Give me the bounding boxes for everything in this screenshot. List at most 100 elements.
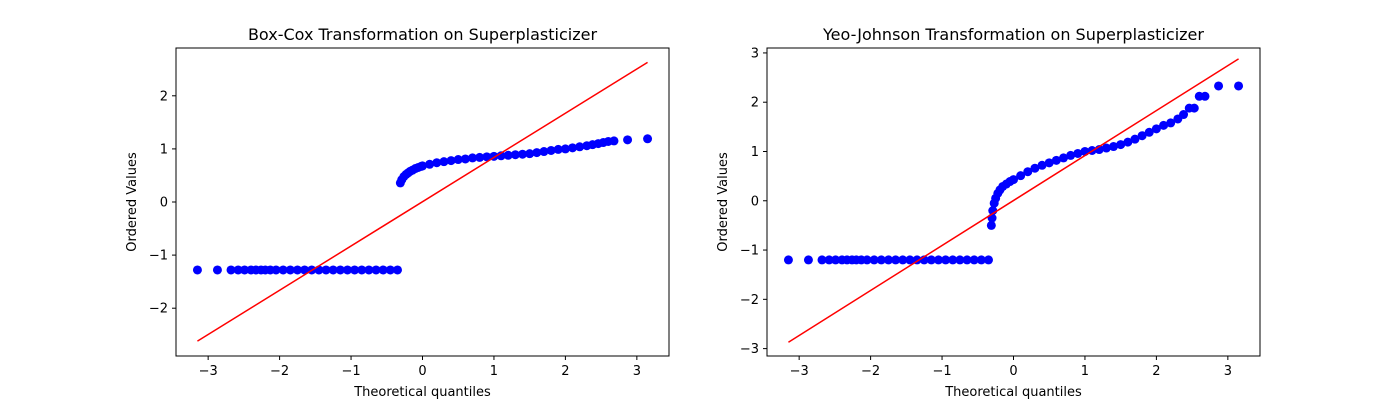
data-point (503, 150, 513, 160)
y-axis-label: Ordered Values (125, 152, 140, 252)
data-point (1151, 124, 1161, 134)
y-tick-label: 0 (160, 196, 168, 211)
data-point (1009, 175, 1018, 185)
data-point (1037, 160, 1047, 170)
data-point (986, 220, 996, 230)
data-point (425, 159, 435, 169)
data-point (643, 134, 653, 144)
x-tick-label: 0 (1009, 364, 1017, 379)
x-tick-label: −1 (932, 364, 951, 379)
data-point (468, 153, 478, 163)
x-tick-label: 1 (1081, 364, 1089, 379)
data-point (335, 265, 345, 275)
data-point (926, 255, 936, 265)
data-point (350, 265, 360, 275)
data-point (553, 144, 563, 154)
y-tick-label: 3 (751, 46, 759, 61)
data-point (609, 136, 619, 146)
y-tick-label: 1 (751, 145, 759, 160)
data-point (1116, 140, 1126, 150)
data-point (1123, 137, 1133, 147)
data-point (292, 265, 302, 275)
data-point (357, 265, 367, 275)
data-point (560, 144, 570, 154)
y-tick-label: −3 (740, 342, 759, 357)
x-tick-label: −3 (790, 364, 809, 379)
x-axis-label: Theoretical quantiles (944, 385, 1082, 400)
data-point (891, 255, 901, 265)
data-point (976, 255, 986, 265)
x-tick-label: −2 (861, 364, 880, 379)
y-tick-label: −2 (740, 293, 759, 308)
x-axis-label: Theoretical quantiles (353, 385, 491, 400)
data-point (941, 255, 951, 265)
data-point (898, 255, 908, 265)
data-point (1214, 81, 1224, 91)
y-tick-label: 2 (751, 96, 759, 111)
data-point (568, 143, 578, 153)
data-point (432, 158, 442, 168)
data-point (955, 255, 965, 265)
data-point (962, 255, 972, 265)
yeojohnson-subplot: Yeo-Johnson Transformation on Superplast… (716, 25, 1261, 400)
data-point (1234, 81, 1244, 91)
data-point (371, 265, 381, 275)
chart-title: Box-Cox Transformation on Superplasticiz… (248, 25, 598, 44)
data-point (539, 147, 549, 157)
data-point (446, 156, 456, 166)
data-point (1023, 167, 1033, 177)
y-axis: −3 −2 −1 0 1 2 3 (740, 46, 767, 357)
data-point (546, 145, 556, 155)
data-point (510, 150, 520, 160)
data-point (933, 255, 943, 265)
fit-line (197, 61, 648, 342)
data-point (862, 255, 872, 265)
data-point (1044, 158, 1054, 168)
data-point (364, 265, 374, 275)
x-tick-label: 3 (633, 364, 641, 379)
data-point (342, 265, 352, 275)
data-point (226, 265, 236, 275)
data-point (482, 152, 492, 162)
y-tick-label: 0 (751, 194, 759, 209)
data-point (1059, 153, 1069, 163)
data-point (1109, 142, 1119, 152)
y-tick-label: −2 (149, 302, 168, 317)
boxcox-subplot: Box-Cox Transformation on Superplasticiz… (125, 25, 670, 400)
data-point (905, 255, 915, 265)
data-point (876, 255, 886, 265)
data-point (285, 265, 295, 275)
data-point (623, 135, 633, 145)
x-tick-label: −1 (341, 364, 360, 379)
data-point (240, 265, 250, 275)
data-point (392, 265, 402, 275)
data-point (869, 255, 879, 265)
data-point (385, 265, 395, 275)
chart-title: Yeo-Johnson Transformation on Superplast… (822, 25, 1204, 44)
y-tick-label: −1 (740, 244, 759, 259)
x-tick-label: 2 (1152, 364, 1160, 379)
x-tick-label: −3 (199, 364, 218, 379)
x-tick-label: 3 (1224, 364, 1232, 379)
data-point (1166, 118, 1176, 128)
data-point (378, 265, 388, 275)
x-axis: −3 −2 −1 0 1 2 3 (199, 356, 641, 379)
data-point (278, 265, 288, 275)
data-point (1066, 150, 1076, 160)
data-point (1144, 127, 1154, 137)
data-point (783, 255, 793, 265)
data-point (1137, 131, 1147, 141)
data-point (233, 265, 243, 275)
data-point (983, 255, 993, 265)
data-point (824, 255, 834, 265)
y-axis: −2 −1 0 1 2 (149, 89, 176, 317)
data-point (518, 149, 528, 159)
x-tick-label: −2 (270, 364, 289, 379)
data-point (460, 154, 470, 164)
x-tick-label: 1 (490, 364, 498, 379)
data-point (1159, 120, 1169, 130)
y-tick-label: 2 (160, 89, 168, 104)
data-point (948, 255, 958, 265)
data-point (1016, 171, 1026, 181)
